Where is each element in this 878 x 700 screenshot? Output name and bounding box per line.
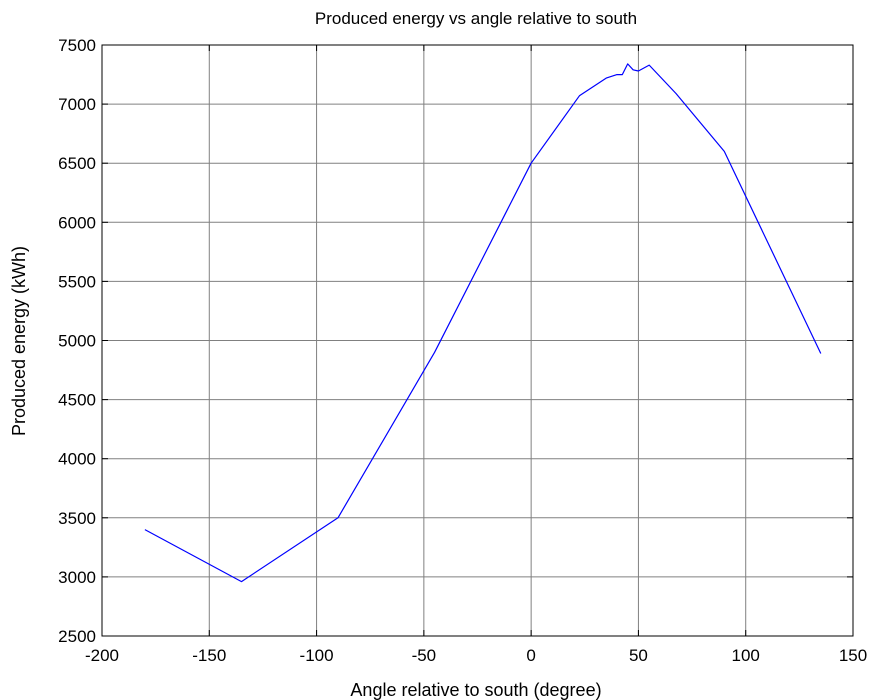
y-tick-label: 3500	[58, 509, 96, 528]
x-tick-label: -150	[192, 646, 226, 665]
x-tick-label: -200	[85, 646, 119, 665]
y-tick-label: 7000	[58, 95, 96, 114]
x-tick-label: -50	[412, 646, 437, 665]
x-tick-label: 0	[526, 646, 535, 665]
y-tick-label: 5000	[58, 332, 96, 351]
x-axis-tick-labels: -200 -150 -100 -50 0 50 100 150	[85, 646, 867, 665]
y-tick-label: 4000	[58, 450, 96, 469]
x-tick-label: 100	[732, 646, 760, 665]
y-tick-label: 4500	[58, 391, 96, 410]
y-tick-label: 5500	[58, 272, 96, 291]
grid	[101, 44, 854, 637]
x-tick-label: 150	[839, 646, 867, 665]
y-tick-label: 6500	[58, 154, 96, 173]
y-axis-label: Produced energy (kWh)	[9, 246, 29, 436]
x-tick-label: 50	[629, 646, 648, 665]
series-layer	[144, 63, 822, 583]
x-tick-label: -100	[300, 646, 334, 665]
y-tick-label: 2500	[58, 627, 96, 646]
x-axis-label: Angle relative to south (degree)	[350, 680, 601, 700]
y-tick-label: 3000	[58, 568, 96, 587]
y-axis-tick-labels: 2500 3000 3500 4000 4500 5000 5500 6000 6500 7000…	[58, 36, 96, 646]
y-tick-label: 6000	[58, 213, 96, 232]
series-line	[144, 63, 822, 583]
y-tick-label: 7500	[58, 36, 96, 55]
chart-title: Produced energy vs angle relative to sou…	[315, 9, 637, 28]
axis-ticks	[101, 44, 854, 637]
